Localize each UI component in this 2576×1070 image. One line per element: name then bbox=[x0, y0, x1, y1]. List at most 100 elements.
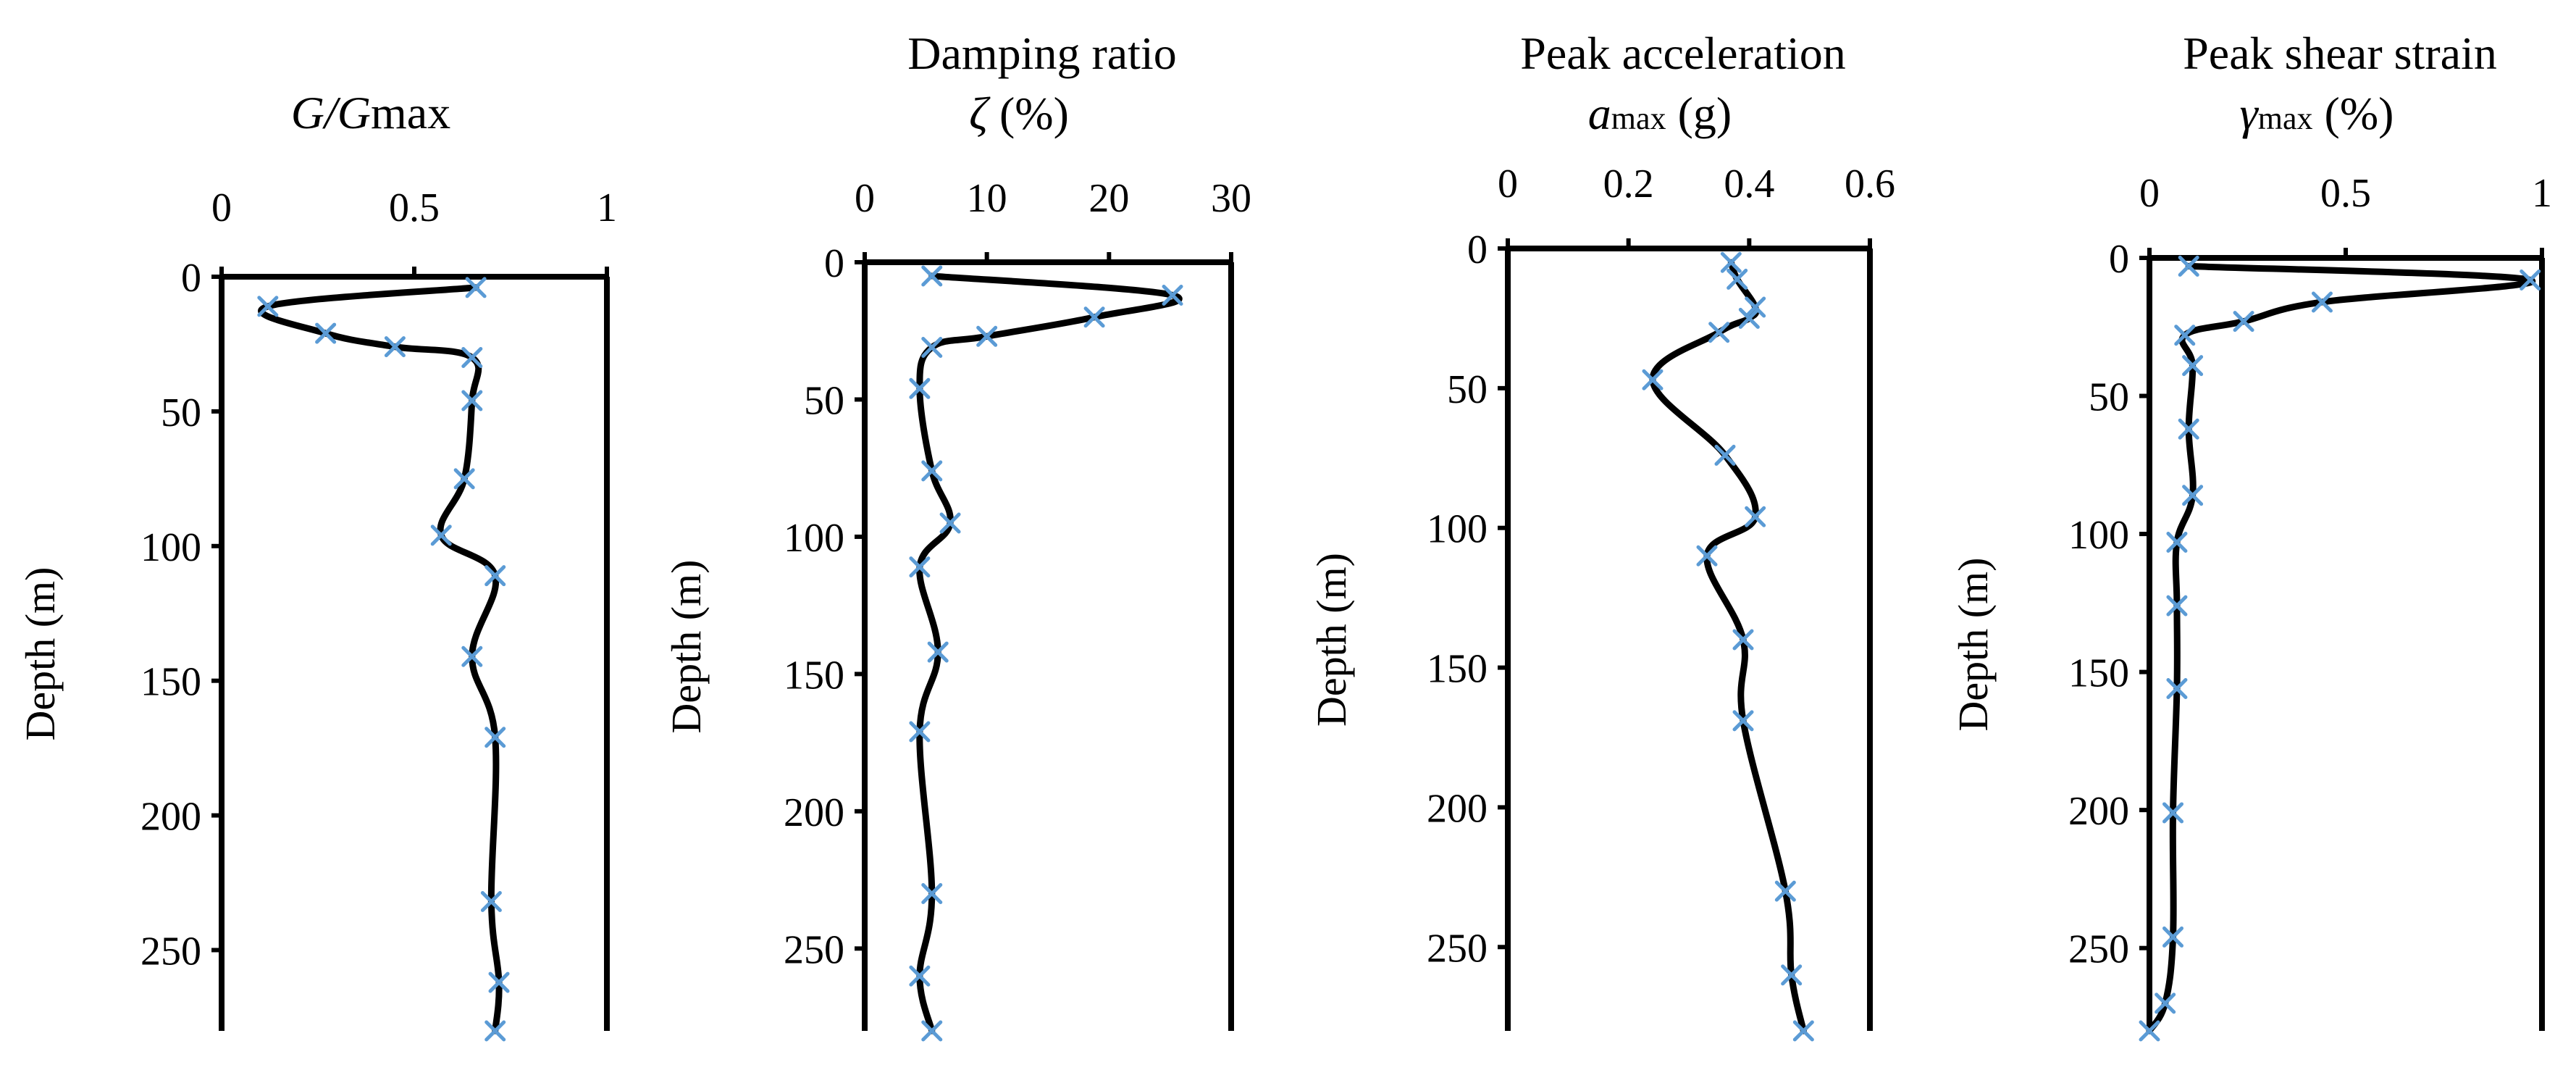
panel-g-gmax: G/Gmax 0 0.5 1 0 50 100 150 200 250 Depth (m) bbox=[17, 87, 617, 1042]
data-point bbox=[1774, 880, 1796, 902]
marker-stroke bbox=[1727, 268, 1748, 290]
x-tick-label: 0 bbox=[211, 185, 232, 230]
data-point bbox=[484, 727, 506, 748]
marker-stroke bbox=[909, 377, 931, 399]
marker-stroke bbox=[909, 721, 931, 743]
marker-stroke bbox=[1732, 710, 1754, 732]
y-tick-label: 0 bbox=[1467, 227, 1488, 272]
data-point bbox=[384, 336, 406, 358]
data-point bbox=[2166, 677, 2188, 699]
y-axis-label: Depth (m) bbox=[1308, 553, 1355, 727]
panel-title: G/Gmax bbox=[291, 87, 450, 138]
marker-stroke bbox=[1792, 1020, 1814, 1042]
y-tick-label: 250 bbox=[140, 929, 201, 974]
series-line bbox=[258, 284, 503, 1035]
title-main: G/G bbox=[291, 87, 371, 138]
marker-stroke bbox=[461, 347, 483, 369]
data-point bbox=[315, 322, 337, 344]
marker-stroke bbox=[1708, 322, 1730, 343]
data-point bbox=[1083, 306, 1105, 328]
marker-stroke bbox=[927, 641, 949, 663]
series-line bbox=[916, 272, 1183, 1035]
marker-stroke bbox=[1642, 369, 1664, 390]
marker-stroke bbox=[384, 336, 406, 358]
marker-stroke bbox=[1696, 545, 1718, 567]
marker-stroke bbox=[488, 971, 510, 993]
y-tick-label: 250 bbox=[1427, 926, 1488, 971]
data-point bbox=[927, 641, 949, 663]
panel-peak-shear-strain: Peak shear strain γmax (%) 0 0.5 1 0 50 100 15… bbox=[1950, 28, 2552, 1042]
title-main: a bbox=[1588, 88, 1611, 139]
x-tick-label: 0.5 bbox=[389, 185, 440, 230]
y-tick-label: 250 bbox=[784, 927, 844, 972]
panel-title: Peak acceleration amax (g) bbox=[1520, 28, 1858, 139]
marker-stroke bbox=[921, 460, 943, 482]
marker-stroke bbox=[2178, 255, 2199, 277]
x-tick-label: 1 bbox=[597, 185, 617, 230]
marker-stroke bbox=[921, 336, 943, 358]
title-suffix: (g) bbox=[1666, 88, 1732, 139]
data-point bbox=[909, 965, 931, 987]
title-sub: max bbox=[371, 87, 450, 138]
marker-stroke bbox=[2178, 418, 2199, 440]
data-point bbox=[1745, 296, 1766, 318]
marker-stroke bbox=[1774, 880, 1796, 902]
data-point bbox=[1696, 545, 1718, 567]
data-point bbox=[976, 325, 998, 347]
data-point bbox=[257, 296, 279, 317]
marker-stroke bbox=[461, 390, 483, 411]
marker-stroke bbox=[921, 265, 943, 287]
x-tick-label: 0 bbox=[2139, 171, 2160, 216]
y-tick-label: 150 bbox=[784, 653, 844, 698]
y-axis-label: Depth (m) bbox=[17, 567, 64, 741]
marker-stroke bbox=[1083, 306, 1105, 328]
data-point bbox=[1642, 369, 1664, 390]
marker-stroke bbox=[921, 1020, 943, 1042]
marker-stroke bbox=[461, 645, 483, 667]
data-point bbox=[921, 336, 943, 358]
data-point bbox=[461, 390, 483, 411]
y-tick-label: 50 bbox=[804, 378, 844, 423]
marker-stroke bbox=[484, 1020, 506, 1042]
y-axis-label: Depth (m) bbox=[1950, 558, 1997, 732]
y-tick-label: 200 bbox=[140, 795, 201, 840]
data-point bbox=[480, 891, 502, 913]
data-point bbox=[1162, 284, 1183, 306]
y-axis-label: Depth (m) bbox=[663, 560, 710, 734]
marker-stroke bbox=[2166, 595, 2188, 616]
y-tick-label: 50 bbox=[161, 390, 201, 435]
marker-stroke bbox=[1720, 251, 1742, 273]
marker-stroke bbox=[939, 512, 961, 534]
x-tick-label: 0.4 bbox=[1724, 162, 1774, 206]
data-point bbox=[453, 468, 475, 490]
marker-stroke bbox=[484, 565, 506, 587]
series-line bbox=[2146, 262, 2536, 1035]
data-point bbox=[1714, 444, 1736, 466]
data-point bbox=[2155, 992, 2176, 1014]
y-tick-label: 50 bbox=[1447, 367, 1488, 412]
title-prefix: Peak acceleration bbox=[1520, 28, 1846, 79]
data-point bbox=[1792, 1020, 1814, 1042]
data-point bbox=[2311, 291, 2333, 313]
marker-stroke bbox=[909, 556, 931, 578]
title-main: γ bbox=[2240, 88, 2260, 139]
data-point bbox=[2166, 532, 2188, 553]
marker-stroke bbox=[2520, 269, 2541, 291]
title-sub: max bbox=[2258, 101, 2313, 136]
marker-stroke bbox=[2174, 325, 2196, 346]
data-point bbox=[461, 645, 483, 667]
marker-stroke bbox=[315, 322, 337, 344]
marker-stroke bbox=[430, 524, 452, 546]
marker-stroke bbox=[921, 883, 943, 905]
data-point bbox=[2162, 802, 2184, 824]
data-point bbox=[2182, 355, 2204, 377]
data-point bbox=[1738, 307, 1760, 329]
data-point bbox=[909, 721, 931, 743]
data-point bbox=[1732, 629, 1754, 651]
data-point bbox=[484, 1020, 506, 1042]
y-tick-label: 50 bbox=[2089, 375, 2129, 420]
data-point bbox=[921, 883, 943, 905]
data-point bbox=[921, 460, 943, 482]
data-point bbox=[909, 556, 931, 578]
